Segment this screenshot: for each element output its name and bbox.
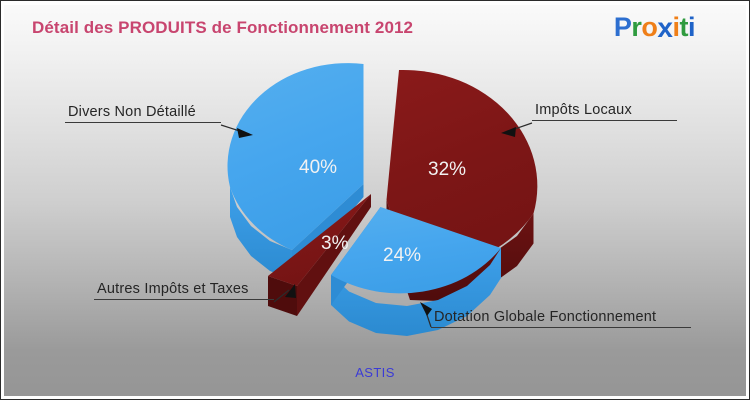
leader-line-dotation xyxy=(420,302,432,328)
callout-underline-dotation xyxy=(431,327,691,328)
callout-label-impots: Impôts Locaux xyxy=(535,102,632,118)
callout-underline-autres xyxy=(94,299,274,300)
logo-letter-i-second: i xyxy=(687,12,696,42)
callout-dotation-globale[interactable]: Dotation Globale Fonctionnement xyxy=(431,309,691,328)
callout-impots-locaux[interactable]: Impôts Locaux xyxy=(532,102,677,121)
logo-letter-o: o xyxy=(641,12,658,42)
slice-top-dotation-globale[interactable] xyxy=(331,207,501,294)
callout-label-dotation: Dotation Globale Fonctionnement xyxy=(434,309,657,325)
slice-top-impots-locaux[interactable] xyxy=(386,69,538,271)
proxiti-logo[interactable]: Proxiti xyxy=(613,12,696,43)
callout-underline-impots xyxy=(532,120,677,121)
leader-line-divers xyxy=(220,124,253,138)
callout-underline-divers xyxy=(65,122,221,123)
logo-letter-r: r xyxy=(631,12,642,42)
leader-line-impots xyxy=(501,122,533,137)
logo-letter-t: t xyxy=(679,12,688,42)
chart-footer-label: ASTIS xyxy=(355,365,395,380)
callout-label-autres: Autres Impôts et Taxes xyxy=(97,281,249,297)
page-title: Détail des PRODUITS de Fonctionnement 20… xyxy=(32,18,414,37)
logo-letter-i-first: i xyxy=(672,12,680,42)
slice-value-impots-locaux: 32% xyxy=(428,159,466,180)
slice-top-divers-non-detaille[interactable] xyxy=(227,63,364,250)
slice-value-divers-non-detaille: 40% xyxy=(299,157,337,178)
logo-letter-x: x xyxy=(657,12,673,43)
callout-autres-impots-et-taxes[interactable]: Autres Impôts et Taxes xyxy=(94,281,274,300)
leader-line-autres xyxy=(273,284,296,303)
slice-side-autres-impots xyxy=(268,194,371,316)
logo-letter-p: P xyxy=(613,12,632,42)
slice-value-dotation-globale: 24% xyxy=(383,245,421,266)
slice-top-autres-impots[interactable] xyxy=(268,194,371,286)
callout-label-divers: Divers Non Détaillé xyxy=(68,104,196,120)
slice-value-autres-impots: 3% xyxy=(321,233,349,254)
callout-divers-non-detaille[interactable]: Divers Non Détaillé xyxy=(65,104,221,123)
